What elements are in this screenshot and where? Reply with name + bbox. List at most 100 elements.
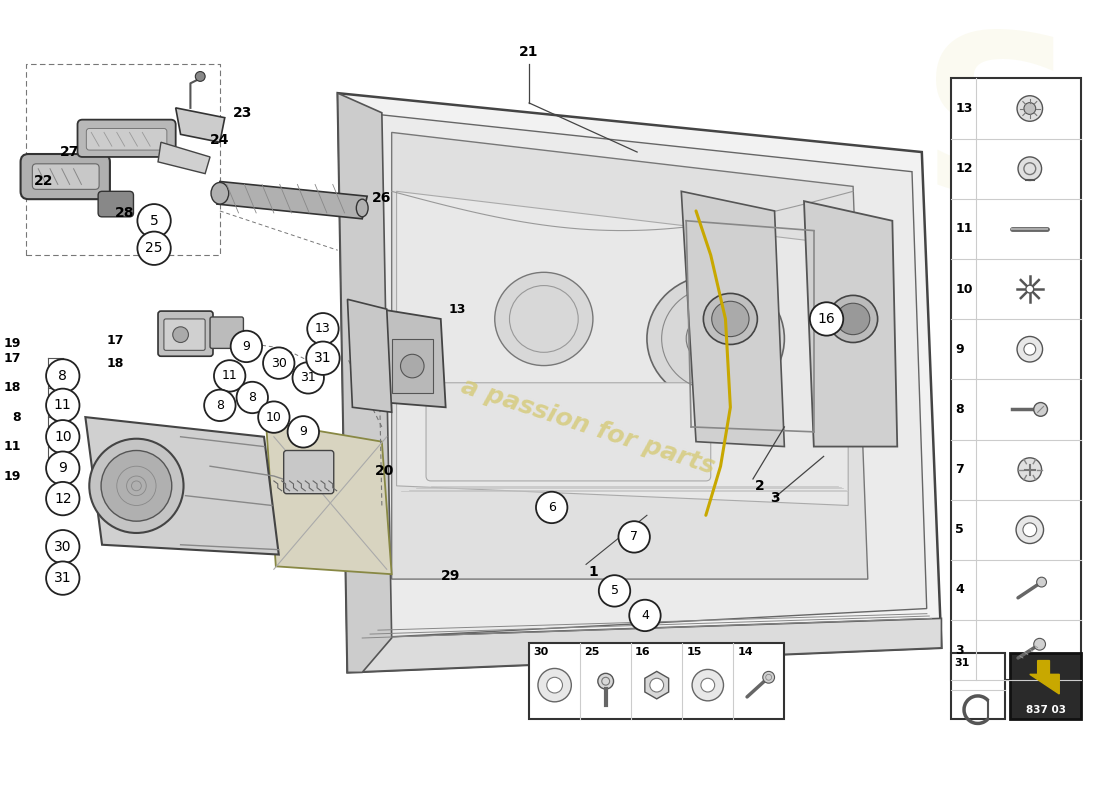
Text: 5: 5 [955,523,964,536]
Text: 31: 31 [315,351,332,366]
FancyBboxPatch shape [158,311,213,356]
Circle shape [1018,157,1042,181]
Circle shape [101,450,172,521]
Text: 19: 19 [3,337,21,350]
Circle shape [89,438,184,533]
Polygon shape [338,93,392,672]
Ellipse shape [712,302,749,337]
Circle shape [205,390,235,421]
Polygon shape [266,422,392,574]
Circle shape [598,575,630,606]
Circle shape [46,530,79,563]
Circle shape [1036,577,1046,587]
Bar [1010,653,1081,719]
Text: 26: 26 [372,191,392,205]
Text: 9: 9 [58,461,67,475]
FancyBboxPatch shape [164,319,205,350]
Text: 28: 28 [114,206,134,220]
Circle shape [307,313,339,345]
Text: 7: 7 [630,530,638,543]
Text: a passion for parts: a passion for parts [458,374,718,479]
Text: 31: 31 [54,571,72,585]
Circle shape [701,678,715,692]
Polygon shape [379,309,446,407]
Ellipse shape [356,199,369,217]
Ellipse shape [828,295,878,342]
Circle shape [138,231,170,265]
Text: 22: 22 [34,174,54,189]
Bar [952,653,1005,719]
Circle shape [1018,458,1042,482]
Text: 16: 16 [817,312,836,326]
Polygon shape [392,133,868,579]
Text: 3: 3 [955,644,964,657]
Circle shape [1026,285,1034,293]
Circle shape [692,670,724,701]
Ellipse shape [686,311,745,366]
Ellipse shape [836,303,870,334]
Circle shape [231,330,262,362]
Text: 13: 13 [315,322,331,335]
Polygon shape [362,113,926,638]
Text: 18: 18 [107,357,124,370]
Circle shape [1034,638,1045,650]
Polygon shape [176,108,224,142]
Circle shape [46,359,79,393]
Circle shape [1018,337,1043,362]
FancyBboxPatch shape [98,191,133,217]
Circle shape [650,678,663,692]
Text: 10: 10 [54,430,72,444]
FancyBboxPatch shape [32,164,99,190]
Circle shape [618,521,650,553]
Text: 4: 4 [955,583,964,597]
Text: 4: 4 [641,609,649,622]
Text: 837 03: 837 03 [1025,705,1066,714]
Circle shape [536,492,568,523]
Circle shape [1024,102,1036,114]
Text: 12: 12 [54,492,72,506]
Circle shape [1034,402,1047,416]
FancyBboxPatch shape [86,129,167,150]
Text: 16: 16 [635,647,651,657]
Polygon shape [348,299,392,412]
FancyBboxPatch shape [77,120,176,157]
Text: 6: 6 [548,501,556,514]
Text: 8: 8 [12,410,21,424]
Text: 5: 5 [610,584,618,598]
Text: 30: 30 [534,647,548,657]
Circle shape [762,671,774,683]
Text: 17: 17 [107,334,124,347]
Text: 2: 2 [755,479,764,493]
Circle shape [400,354,425,378]
Circle shape [46,451,79,485]
Ellipse shape [703,294,758,345]
Polygon shape [1030,661,1059,694]
Polygon shape [645,671,669,699]
Circle shape [46,389,79,422]
Circle shape [138,204,170,238]
Circle shape [214,360,245,391]
Text: 5: 5 [150,214,158,228]
Circle shape [1023,523,1036,537]
Text: 17: 17 [3,352,21,365]
Circle shape [597,674,614,689]
Circle shape [810,302,844,336]
Circle shape [538,669,571,702]
Text: S: S [921,26,1080,239]
Text: 19: 19 [3,470,21,482]
Text: 18: 18 [3,381,21,394]
Text: 25: 25 [145,242,163,255]
Circle shape [46,562,79,595]
Text: 25: 25 [584,647,600,657]
Polygon shape [217,182,367,219]
Text: 13: 13 [955,102,972,115]
Text: 27: 27 [59,145,79,159]
Text: 1: 1 [588,566,597,579]
FancyBboxPatch shape [284,450,333,494]
Text: 20: 20 [375,464,395,478]
Bar [529,643,784,719]
Text: 3: 3 [770,490,780,505]
Text: 11: 11 [222,370,238,382]
Circle shape [629,600,661,631]
Bar [392,338,433,393]
